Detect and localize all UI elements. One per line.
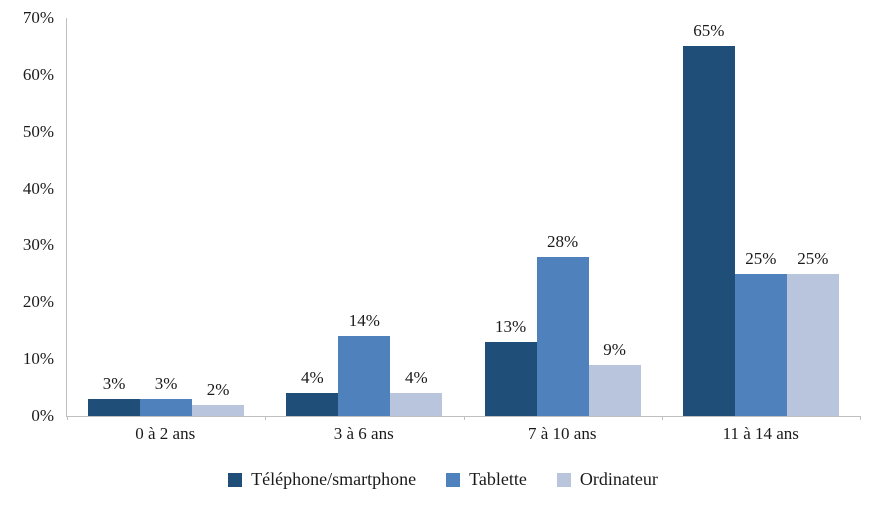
legend-swatch-icon [228,472,243,487]
legend: Téléphone/smartphone Tablette Ordinateur [0,469,886,490]
bar-column: 28% [536,18,589,416]
bar-column: 14% [338,18,391,416]
y-axis-tick-label: 10% [22,349,54,369]
y-axis-tick-label: 40% [22,178,54,198]
y-axis: 0% 10% 20% 30% 40% 50% 60% 70% [0,8,60,425]
bar-column: 4% [286,18,339,416]
x-axis-category-label: 0 à 2 ans [135,424,196,443]
plot-area: 3% 3% 2% 4% 14% 4% 13% 28% 9% 65% 25% 25% [66,18,861,420]
legend-label: Tablette [469,469,527,489]
legend-label: Téléphone/smartphone [251,469,417,489]
bar-column: 25% [786,18,839,416]
bar-value-label: 28% [547,232,579,251]
bar-value-label: 4% [405,368,428,387]
bar-group: 65% 25% 25% [662,18,860,416]
legend-item: Ordinateur [556,469,658,490]
bar-column: 2% [192,18,245,416]
bar-column: 4% [390,18,443,416]
bar-value-label: 3% [154,374,178,393]
legend-label: Ordinateur [579,469,658,489]
bar-value-label: 4% [301,368,324,387]
x-axis-tick-mark [661,416,663,420]
x-axis-tick-mark [463,416,465,420]
bar [338,336,391,416]
y-axis-tick-label: 30% [22,235,54,255]
bar-value-label: 65% [693,21,725,40]
legend-item: Téléphone/smartphone [228,469,416,490]
bar [286,393,339,416]
bar-column: 3% [88,18,141,416]
y-axis-tick-label: 60% [22,64,54,84]
bar-group: 13% 28% 9% [464,18,662,416]
x-axis-category-label: 7 à 10 ans [528,424,597,443]
bar-column: 25% [734,18,787,416]
x-axis-tick-mark [860,416,861,420]
bar-group: 3% 3% 2% [67,18,265,416]
bar-value-label: 14% [348,311,380,330]
legend-swatch-icon [446,472,461,487]
bar [140,399,193,416]
bar [682,46,735,416]
bar-column: 9% [588,18,641,416]
y-axis-tick-label: 20% [22,292,54,312]
bar-value-label: 25% [797,249,829,268]
y-axis-tick-label: 50% [22,121,54,141]
bar-value-label: 9% [603,340,626,359]
bar-value-label: 2% [206,380,230,399]
x-axis-category-label: 3 à 6 ans [333,424,394,443]
bar [484,342,537,416]
bar [786,274,839,416]
bar [536,257,589,416]
bar [192,405,245,416]
bar-column: 65% [682,18,735,416]
bar-value-label: 3% [102,374,126,393]
x-axis-tick-mark [265,416,267,420]
bar-value-label: 13% [495,317,527,336]
bar-group: 4% 14% 4% [265,18,463,416]
bar-value-label: 25% [745,249,777,268]
bar-column: 13% [484,18,537,416]
y-axis-tick-label: 70% [22,8,54,27]
bar [734,274,787,416]
legend-swatch-icon [556,472,571,487]
bar [588,365,641,416]
y-axis-tick-label: 0% [31,406,54,425]
bar [88,399,141,416]
legend-item: Tablette [446,469,527,490]
x-axis-tick-mark [67,416,68,420]
x-axis-category-label: 11 à 14 ans [722,424,799,443]
bar-column: 3% [140,18,193,416]
x-axis-labels: 0 à 2 ans 3 à 6 ans 7 à 10 ans 11 à 14 ans [66,424,860,444]
bar [390,393,443,416]
